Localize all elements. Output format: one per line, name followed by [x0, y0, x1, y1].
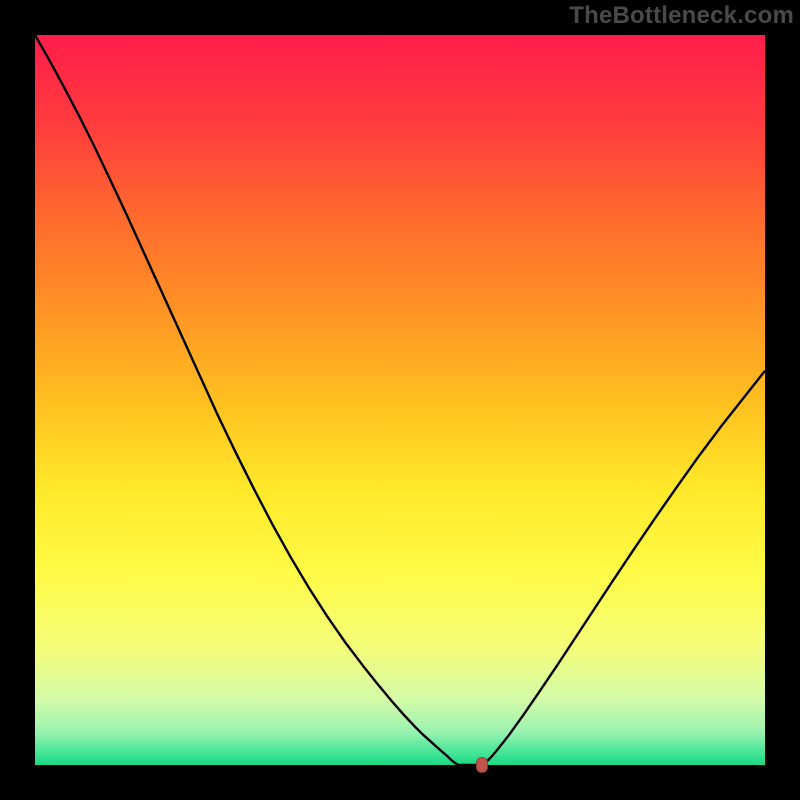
bottleneck-curve	[35, 35, 765, 765]
min-marker-shape	[476, 758, 487, 773]
watermark-text: TheBottleneck.com	[569, 2, 794, 30]
min-marker	[476, 757, 488, 773]
curve-path	[35, 35, 765, 765]
chart-container: TheBottleneck.com	[0, 0, 800, 800]
plot-area	[35, 35, 765, 765]
